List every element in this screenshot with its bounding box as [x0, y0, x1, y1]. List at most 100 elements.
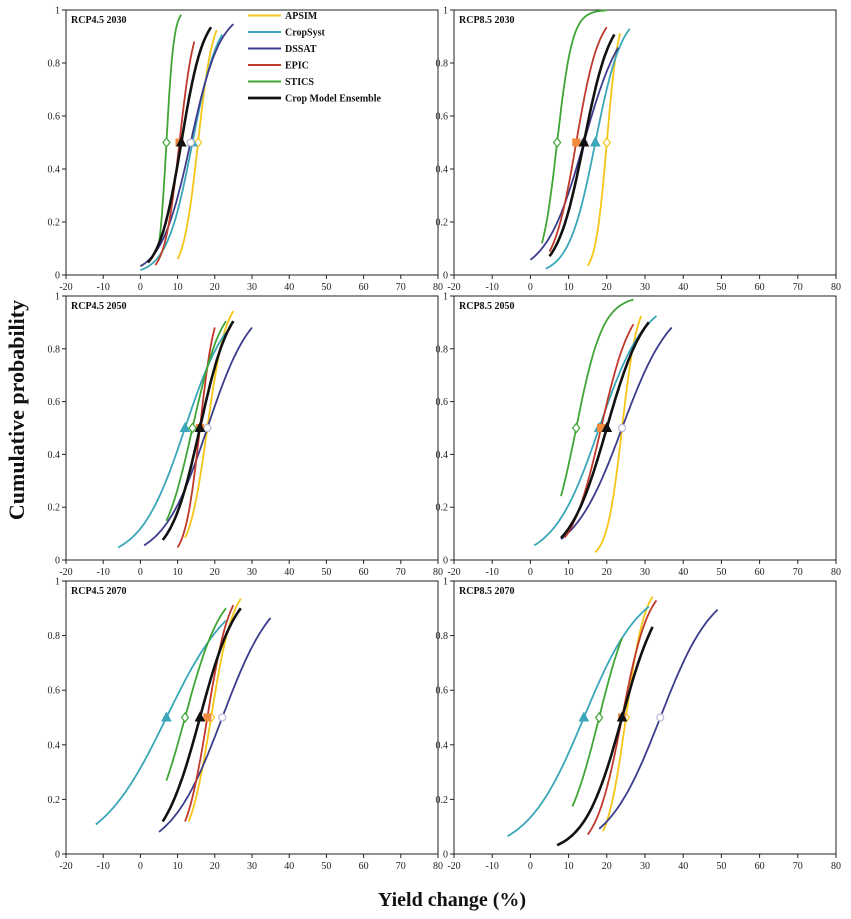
series-line-crop-model-ensemble [548, 33, 616, 257]
series-line-apsim [187, 598, 242, 822]
x-tick-label: 40 [284, 282, 294, 293]
x-tick-label: 80 [433, 282, 443, 293]
legend-label: DSSAT [285, 44, 317, 55]
x-tick-label: 20 [602, 861, 612, 872]
panel-rcp4-5-2050: RCP4.5 2050 0 0.2 0.4 0.6 0.8 1 -20 -10 0 10 20 30 40… [48, 292, 444, 579]
x-tick-label: 50 [716, 282, 726, 293]
series-line-crop-model-ensemble [560, 321, 650, 539]
x-tick-label: -10 [97, 861, 110, 872]
series-line-apsim [586, 33, 622, 267]
x-tick-label: 0 [138, 567, 143, 578]
y-tick-label: 1 [443, 577, 448, 588]
y-tick-label: 0.8 [436, 59, 449, 70]
x-tick-label: 20 [210, 861, 220, 872]
x-tick-label: 70 [396, 567, 406, 578]
y-tick-label: 0 [55, 850, 60, 861]
x-tick-label: 70 [396, 282, 406, 293]
y-tick-label: 0 [443, 271, 448, 282]
x-tick-label: -20 [59, 861, 72, 872]
x-tick-label: 0 [528, 567, 533, 578]
median-marker-crop-model-ensemble [601, 421, 613, 432]
legend-item: Crop Model Ensemble [248, 94, 381, 105]
y-tick-label: 0.8 [48, 344, 61, 355]
y-tick-label: 0 [443, 556, 448, 567]
y-tick-label: 0.6 [436, 112, 449, 123]
median-marker-dssat [617, 423, 627, 433]
series-line-epic [176, 327, 216, 548]
median-marker-crop-model-ensemble [194, 711, 206, 722]
median-marker-crop-model-ensemble [194, 421, 206, 432]
x-tick-label: 10 [564, 282, 574, 293]
x-tick-label: 50 [321, 282, 331, 293]
y-tick-label: 1 [443, 6, 448, 17]
legend-label: STICS [285, 77, 314, 88]
series-line-dssat [598, 609, 719, 830]
series-line-crop-model-ensemble [146, 26, 213, 264]
y-tick-label: 0 [55, 556, 60, 567]
median-marker-apsim [602, 137, 612, 148]
x-tick-label: 0 [138, 282, 143, 293]
x-tick-label: 80 [831, 282, 841, 293]
panel-title: RCP4.5 2070 [71, 586, 127, 597]
legend-label: APSIM [285, 11, 318, 22]
panel-rcp8-5-2070: RCP8.5 2070 0 0.2 0.4 0.6 0.8 1 -20 -10 0 10 20 30 40… [436, 577, 842, 873]
series-line-stics [165, 607, 227, 781]
x-tick-label: 20 [602, 567, 612, 578]
median-marker-crop-model-ensemble [578, 136, 590, 147]
series-line-apsim [594, 315, 643, 553]
series-line-dssat [158, 617, 272, 833]
y-tick-label: 0.6 [436, 686, 449, 697]
y-tick-label: 0.8 [48, 631, 61, 642]
x-tick-label: 60 [359, 567, 369, 578]
median-marker-crop-model-ensemble [175, 136, 187, 147]
panel-title: RCP8.5 2070 [459, 586, 515, 597]
x-tick-label: 40 [678, 567, 688, 578]
x-tick-label: 50 [716, 861, 726, 872]
x-tick-label: 30 [247, 282, 257, 293]
median-marker-stics [594, 712, 604, 723]
x-tick-label: 40 [678, 861, 688, 872]
x-tick-label: 10 [173, 861, 183, 872]
legend-item: DSSAT [248, 44, 317, 55]
y-tick-label: 1 [55, 292, 60, 303]
series-line-crop-model-ensemble [556, 626, 654, 847]
y-tick-label: 0.4 [436, 740, 449, 751]
series-line-apsim [184, 310, 235, 539]
y-tick-label: 1 [55, 577, 60, 588]
x-tick-label: 50 [321, 567, 331, 578]
y-tick-label: 0.2 [48, 503, 61, 514]
y-tick-label: 0.8 [436, 344, 449, 355]
x-tick-label: -10 [97, 282, 110, 293]
series-line-stics [571, 637, 623, 807]
x-tick-label: 80 [433, 861, 443, 872]
series-line-apsim [602, 596, 654, 832]
x-tick-label: 30 [640, 567, 650, 578]
x-tick-label: 20 [602, 282, 612, 293]
x-tick-label: 0 [528, 861, 533, 872]
series-line-stics [541, 9, 607, 244]
legend-label: Crop Model Ensemble [285, 94, 381, 105]
legend-item: STICS [248, 77, 314, 88]
x-tick-label: 30 [247, 861, 257, 872]
x-tick-label: 60 [755, 567, 765, 578]
x-tick-label: 0 [138, 861, 143, 872]
y-tick-label: 0.6 [48, 112, 61, 123]
y-tick-label: 0.8 [48, 59, 61, 70]
series-line-dssat [560, 326, 673, 540]
y-tick-label: 0.6 [48, 686, 61, 697]
panel-title: RCP8.5 2030 [459, 15, 515, 26]
legend-label: EPIC [285, 61, 309, 72]
median-marker-cropsyst [590, 136, 601, 147]
y-tick-label: 0 [55, 271, 60, 282]
x-tick-label: -10 [486, 861, 499, 872]
median-marker-stics [571, 422, 581, 434]
panel-frame [453, 295, 837, 561]
x-tick-label: 60 [755, 861, 765, 872]
series-line-apsim [176, 29, 218, 260]
series-line-cropsyst [507, 605, 650, 838]
series-line-stics [158, 14, 183, 244]
y-tick-label: 0.2 [436, 795, 449, 806]
legend-item: APSIM [248, 11, 318, 22]
